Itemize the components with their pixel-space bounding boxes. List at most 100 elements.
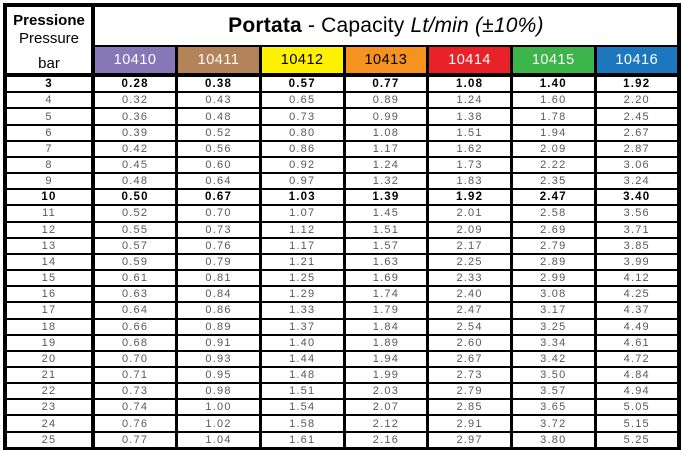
table-row: 18 0.66 0.89 1.37 1.84 2.54 3.25 4.49 — [3, 317, 681, 336]
title-unit: Lt/min (±10%) — [410, 14, 544, 38]
capacity-value: 4.25 — [593, 285, 681, 304]
pressure-value: 3 — [3, 72, 95, 94]
pressure-value: 9 — [3, 172, 95, 191]
table-title: Portata - Capacity Lt/min (±10%) — [92, 3, 680, 48]
capacity-value: 0.59 — [91, 252, 179, 272]
capacity-value: 4.49 — [593, 317, 681, 336]
capacity-value: 1.51 — [342, 220, 430, 239]
capacity-value: 2.01 — [426, 204, 513, 223]
capacity-value: 1.58 — [258, 414, 346, 433]
capacity-value: 0.28 — [91, 72, 179, 94]
capacity-value: 0.70 — [91, 349, 179, 368]
capacity-value: 0.97 — [258, 172, 346, 191]
pressure-value: 10 — [3, 188, 95, 207]
capacity-value: 1.61 — [258, 430, 346, 450]
capacity-value: 5.25 — [593, 430, 681, 450]
capacity-value: 0.93 — [175, 349, 262, 368]
table-row: 23 0.74 1.00 1.54 2.07 2.85 3.65 5.05 — [3, 398, 681, 417]
capacity-value: 4.84 — [593, 365, 681, 385]
capacity-value: 1.24 — [426, 91, 513, 110]
capacity-value: 0.66 — [91, 317, 179, 336]
table-row: 17 0.64 0.86 1.33 1.79 2.47 3.17 4.37 — [3, 301, 681, 320]
capacity-value: 2.91 — [426, 414, 513, 433]
capacity-value: 0.76 — [91, 414, 179, 433]
pressure-unit-label: bar — [38, 55, 60, 72]
title-portata: Portata — [228, 14, 302, 38]
capacity-value: 1.74 — [342, 285, 430, 304]
capacity-value: 1.79 — [342, 301, 430, 320]
capacity-value: 3.85 — [593, 236, 681, 255]
pressure-value: 14 — [3, 252, 95, 272]
capacity-value: 1.63 — [342, 252, 430, 272]
capacity-value: 3.25 — [509, 317, 597, 336]
capacity-value: 1.45 — [342, 204, 430, 223]
capacity-value: 0.74 — [91, 398, 179, 417]
capacity-value: 2.25 — [426, 252, 513, 272]
capacity-value: 2.20 — [593, 91, 681, 110]
capacity-value: 1.24 — [342, 155, 430, 175]
capacity-value: 2.54 — [426, 317, 513, 336]
table-row: 25 0.77 1.04 1.61 2.16 2.97 3.80 5.25 — [3, 430, 681, 450]
capacity-value: 1.94 — [342, 349, 430, 368]
capacity-value: 1.92 — [426, 188, 513, 207]
capacity-value: 2.22 — [509, 155, 597, 175]
capacity-value: 2.97 — [426, 430, 513, 450]
capacity-value: 0.80 — [258, 123, 346, 142]
capacity-value: 3.06 — [593, 155, 681, 175]
capacity-value: 3.34 — [509, 333, 597, 352]
table-row: 15 0.61 0.81 1.25 1.69 2.33 2.99 4.12 — [3, 269, 681, 288]
capacity-value: 1.32 — [342, 172, 430, 191]
capacity-value: 0.64 — [175, 172, 262, 191]
capacity-value: 5.15 — [593, 414, 681, 433]
capacity-value: 0.42 — [91, 139, 179, 158]
capacity-value: 0.52 — [91, 204, 179, 223]
column-header-10412: 10412 — [258, 45, 346, 77]
column-header-10415: 10415 — [509, 45, 597, 77]
capacity-value: 0.63 — [91, 285, 179, 304]
pressure-value: 13 — [3, 236, 95, 255]
capacity-value: 3.56 — [593, 204, 681, 223]
capacity-value: 2.17 — [426, 236, 513, 255]
capacity-value: 2.73 — [426, 365, 513, 385]
capacity-value: 0.60 — [175, 155, 262, 175]
capacity-value: 0.48 — [175, 107, 262, 126]
capacity-value: 0.50 — [91, 188, 179, 207]
capacity-value: 3.42 — [509, 349, 597, 368]
capacity-value: 1.69 — [342, 269, 430, 288]
capacity-value: 1.02 — [175, 414, 262, 433]
capacity-value: 2.45 — [593, 107, 681, 126]
table-row: 19 0.68 0.91 1.40 1.89 2.60 3.34 4.61 — [3, 333, 681, 352]
table-row: 7 0.42 0.56 0.86 1.17 1.62 2.09 2.87 — [3, 139, 681, 158]
capacity-value: 0.39 — [91, 123, 179, 142]
capacity-value: 0.99 — [342, 107, 430, 126]
column-header-10413: 10413 — [342, 45, 430, 77]
pressure-value: 4 — [3, 91, 95, 110]
column-header-10414: 10414 — [426, 45, 513, 77]
capacity-value: 0.45 — [91, 155, 179, 175]
capacity-value: 1.84 — [342, 317, 430, 336]
capacity-value: 1.17 — [342, 139, 430, 158]
capacity-value: 1.03 — [258, 188, 346, 207]
capacity-value: 3.71 — [593, 220, 681, 239]
capacity-value: 1.25 — [258, 269, 346, 288]
capacity-value: 1.73 — [426, 155, 513, 175]
model-header-row: 10410 10411 10412 10413 10414 10415 10416 — [5, 45, 681, 77]
capacity-value: 0.52 — [175, 123, 262, 142]
capacity-table-body: 3 0.28 0.38 0.57 0.77 1.08 1.40 1.92 4 0.32 0.43 0.… — [3, 72, 681, 450]
table-row: 10 0.50 0.67 1.03 1.39 1.92 2.47 3.40 — [3, 188, 681, 207]
capacity-value: 0.36 — [91, 107, 179, 126]
table-row: 21 0.71 0.95 1.48 1.99 2.73 3.50 4.84 — [3, 365, 681, 385]
capacity-value: 0.86 — [258, 139, 346, 158]
capacity-value: 0.67 — [175, 188, 262, 207]
pressure-header-cell: Pressione Pressure bar — [4, 4, 95, 77]
pressure-value: 23 — [3, 398, 95, 417]
capacity-value: 1.12 — [258, 220, 346, 239]
table-row: 24 0.76 1.02 1.58 2.12 2.91 3.72 5.15 — [3, 414, 681, 433]
capacity-value: 0.73 — [91, 382, 179, 401]
pressure-value: 24 — [3, 414, 95, 433]
capacity-value: 1.83 — [426, 172, 513, 191]
column-header-10416: 10416 — [593, 45, 681, 77]
capacity-value: 3.80 — [509, 430, 597, 450]
table-row: 13 0.57 0.76 1.17 1.57 2.17 2.79 3.85 — [3, 236, 681, 255]
capacity-value: 1.29 — [258, 285, 346, 304]
